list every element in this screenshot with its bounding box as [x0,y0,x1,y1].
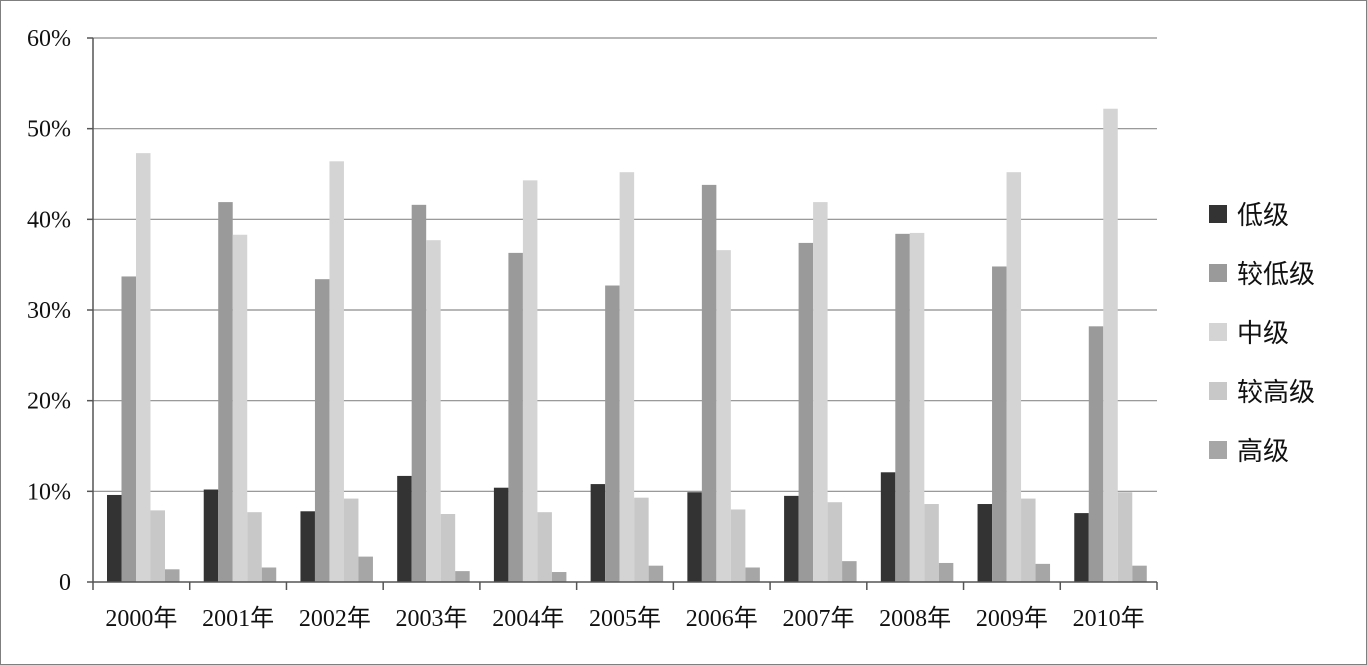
x-tick-label: 2000年 [105,605,177,632]
bar [551,572,567,582]
y-tick-label: 10% [27,479,71,505]
bar [842,561,857,582]
bar [358,556,373,582]
bar [232,234,248,582]
bar [522,180,538,582]
legend-label: 低级 [1237,201,1289,231]
bar [247,512,262,582]
bar [150,510,165,582]
x-tick-label: 2008年 [879,605,951,632]
y-tick-labels: 0 10% 20% 30% 40% 50% 60% [27,26,71,596]
legend-swatch [1209,264,1227,282]
x-tick-label: 2007年 [782,605,854,632]
bar [730,509,746,582]
bar [648,565,664,582]
y-tick-label: 30% [27,298,71,324]
legend-label: 较高级 [1237,378,1315,408]
x-tick-labels: 2000年 2001年 2002年 2003年 2004年 2005年 2006年 2007年… [105,605,1144,632]
bar [203,489,219,582]
bar [938,562,954,582]
x-tick-label: 2006年 [686,605,758,632]
legend-swatch [1209,205,1227,223]
x-tick-label: 2005年 [589,605,661,632]
bar [716,250,731,582]
bar [314,279,330,582]
legend-swatch [1209,382,1227,400]
y-tick-label: 0 [59,570,71,596]
bar [909,232,925,582]
bar [813,202,828,582]
x-tick-label: 2001年 [202,605,274,632]
legend-swatch [1209,323,1227,341]
bar [165,569,180,582]
bar [397,475,412,582]
x-tick-label: 2010年 [1073,605,1145,632]
bar [329,161,344,582]
bar [701,184,717,582]
bar [218,202,233,582]
bar [300,511,315,582]
bar [605,285,620,582]
y-tick-label: 40% [27,207,71,233]
bar [440,514,456,582]
legend-swatch [1209,441,1227,459]
bar [1103,108,1118,582]
bar [261,567,277,582]
x-tick-label: 2003年 [396,605,468,632]
bar [784,495,799,582]
y-tick-label: 20% [27,389,71,415]
bar [426,240,441,583]
bar [508,252,523,582]
bar [107,494,122,582]
bar [1132,565,1147,582]
bar [493,487,509,582]
axes [87,37,1158,590]
bar [411,204,427,582]
bar [1035,563,1051,582]
y-tick-label: 60% [27,26,71,52]
bar [619,172,635,583]
bar [455,571,470,582]
bar [121,276,136,582]
bar [537,512,552,582]
x-tick-label: 2009年 [976,605,1048,632]
bar [977,504,993,582]
bar [136,153,151,582]
legend-label: 较低级 [1237,260,1315,290]
bar [1088,326,1104,582]
bar [895,233,910,582]
bar [992,266,1007,582]
y-tick-label: 50% [27,117,71,143]
bar [590,484,606,582]
x-tick-label: 2004年 [492,605,564,632]
bar [1074,513,1089,582]
bar [924,504,939,582]
bar [687,492,702,582]
x-tick-label: 2002年 [299,605,371,632]
bar [1117,492,1133,582]
bar [634,497,649,582]
bar [343,498,359,582]
bar [880,472,896,582]
bar [827,502,843,582]
legend-label: 高级 [1237,437,1289,467]
bar [1021,498,1036,582]
legend-label: 中级 [1237,319,1289,349]
bar [1006,172,1022,583]
bars [107,108,1147,583]
bar [798,242,814,582]
bar [745,567,760,582]
